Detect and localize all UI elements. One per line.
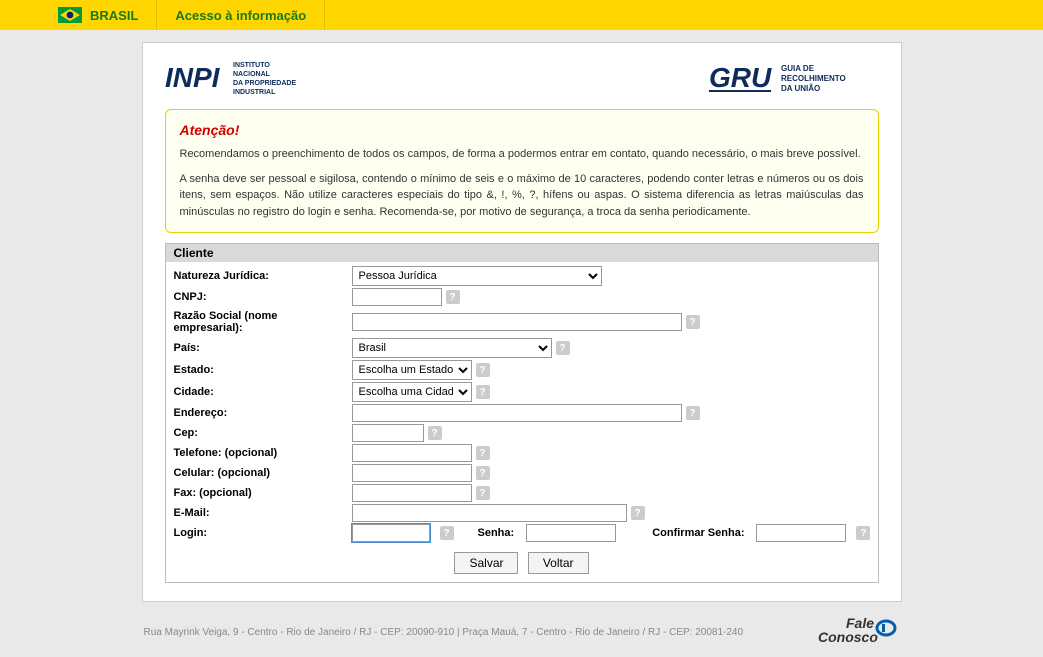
input-confirmar-senha[interactable] — [756, 524, 846, 542]
label-razao: Razão Social (nome empresarial): — [172, 308, 352, 336]
select-pais[interactable]: Brasil — [352, 338, 552, 358]
help-icon[interactable]: ? — [440, 526, 454, 540]
svg-text:INDUSTRIAL: INDUSTRIAL — [233, 89, 276, 96]
topbar-brasil-label: BRASIL — [90, 8, 138, 23]
alert-p1: Recomendamos o preenchimento de todos os… — [180, 146, 864, 163]
header: INPI INSTITUTO NACIONAL DA PROPRIEDADE I… — [165, 57, 879, 99]
label-telefone: Telefone: (opcional) — [172, 445, 352, 461]
back-button[interactable]: Voltar — [528, 552, 589, 574]
select-natureza[interactable]: Pessoa Jurídica — [352, 266, 602, 286]
label-estado: Estado: — [172, 362, 352, 378]
input-cep[interactable] — [352, 424, 424, 442]
help-icon[interactable]: ? — [446, 290, 460, 304]
topbar: BRASIL Acesso à informação — [0, 0, 1043, 30]
topbar-brasil[interactable]: BRASIL — [40, 0, 157, 30]
label-endereco: Endereço: — [172, 405, 352, 421]
input-telefone[interactable] — [352, 444, 472, 462]
fale-conosco-logo[interactable]: Fale Conosco — [818, 614, 900, 651]
label-cidade: Cidade: — [172, 384, 352, 400]
label-fax: Fax: (opcional) — [172, 485, 352, 501]
topbar-acesso[interactable]: Acesso à informação — [157, 0, 325, 30]
label-pais: País: — [172, 340, 352, 356]
label-cep: Cep: — [172, 425, 352, 441]
svg-text:INSTITUTO: INSTITUTO — [233, 62, 270, 69]
help-icon[interactable]: ? — [556, 341, 570, 355]
input-cnpj[interactable] — [352, 288, 442, 306]
help-icon[interactable]: ? — [476, 466, 490, 480]
label-senha: Senha: — [478, 527, 515, 539]
footer-address: Rua Mayrink Veiga, 9 - Centro - Rio de J… — [144, 627, 744, 638]
help-icon[interactable]: ? — [476, 486, 490, 500]
alert-title: Atenção! — [180, 122, 864, 138]
select-estado[interactable]: Escolha um Estado — [352, 360, 472, 380]
input-celular[interactable] — [352, 464, 472, 482]
svg-text:DA PROPRIEDADE: DA PROPRIEDADE — [233, 80, 296, 87]
help-icon[interactable]: ? — [856, 526, 870, 540]
svg-text:GUIA DE: GUIA DE — [781, 64, 815, 73]
topbar-acesso-label: Acesso à informação — [175, 8, 306, 23]
input-email[interactable] — [352, 504, 627, 522]
help-icon[interactable]: ? — [686, 406, 700, 420]
input-razao[interactable] — [352, 313, 682, 331]
inpi-logo: INPI INSTITUTO NACIONAL DA PROPRIEDADE I… — [165, 57, 315, 99]
help-icon[interactable]: ? — [476, 385, 490, 399]
svg-text:GRU: GRU — [709, 62, 772, 93]
button-row: Salvar Voltar — [172, 552, 872, 574]
svg-text:INPI: INPI — [165, 62, 221, 93]
input-fax[interactable] — [352, 484, 472, 502]
help-icon[interactable]: ? — [428, 426, 442, 440]
form-cliente: Natureza Jurídica: Pessoa Jurídica CNPJ:… — [165, 262, 879, 583]
gru-logo: GRU GUIA DE RECOLHIMENTO DA UNIÃO — [709, 57, 879, 99]
help-icon[interactable]: ? — [476, 446, 490, 460]
svg-text:NACIONAL: NACIONAL — [233, 71, 271, 78]
input-endereco[interactable] — [352, 404, 682, 422]
help-icon[interactable]: ? — [686, 315, 700, 329]
svg-text:DA UNIÃO: DA UNIÃO — [781, 84, 820, 93]
label-celular: Celular: (opcional) — [172, 465, 352, 481]
main-container: INPI INSTITUTO NACIONAL DA PROPRIEDADE I… — [142, 42, 902, 602]
label-natureza: Natureza Jurídica: — [172, 268, 352, 284]
svg-text:Conosco: Conosco — [818, 629, 878, 645]
section-cliente-header: Cliente — [165, 243, 879, 262]
select-cidade[interactable]: Escolha uma Cidade — [352, 382, 472, 402]
label-confirmar: Confirmar Senha: — [652, 527, 744, 539]
help-icon[interactable]: ? — [631, 506, 645, 520]
label-cnpj: CNPJ: — [172, 289, 352, 305]
brazil-flag-icon — [58, 7, 82, 23]
help-icon[interactable]: ? — [476, 363, 490, 377]
label-email: E-Mail: — [172, 505, 352, 521]
alert-box: Atenção! Recomendamos o preenchimento de… — [165, 109, 879, 233]
alert-p2: A senha deve ser pessoal e sigilosa, con… — [180, 171, 864, 221]
svg-text:RECOLHIMENTO: RECOLHIMENTO — [781, 74, 846, 83]
input-login[interactable] — [352, 524, 430, 542]
save-button[interactable]: Salvar — [454, 552, 518, 574]
input-senha[interactable] — [526, 524, 616, 542]
footer: Rua Mayrink Veiga, 9 - Centro - Rio de J… — [142, 608, 902, 657]
label-login: Login: — [172, 525, 352, 541]
